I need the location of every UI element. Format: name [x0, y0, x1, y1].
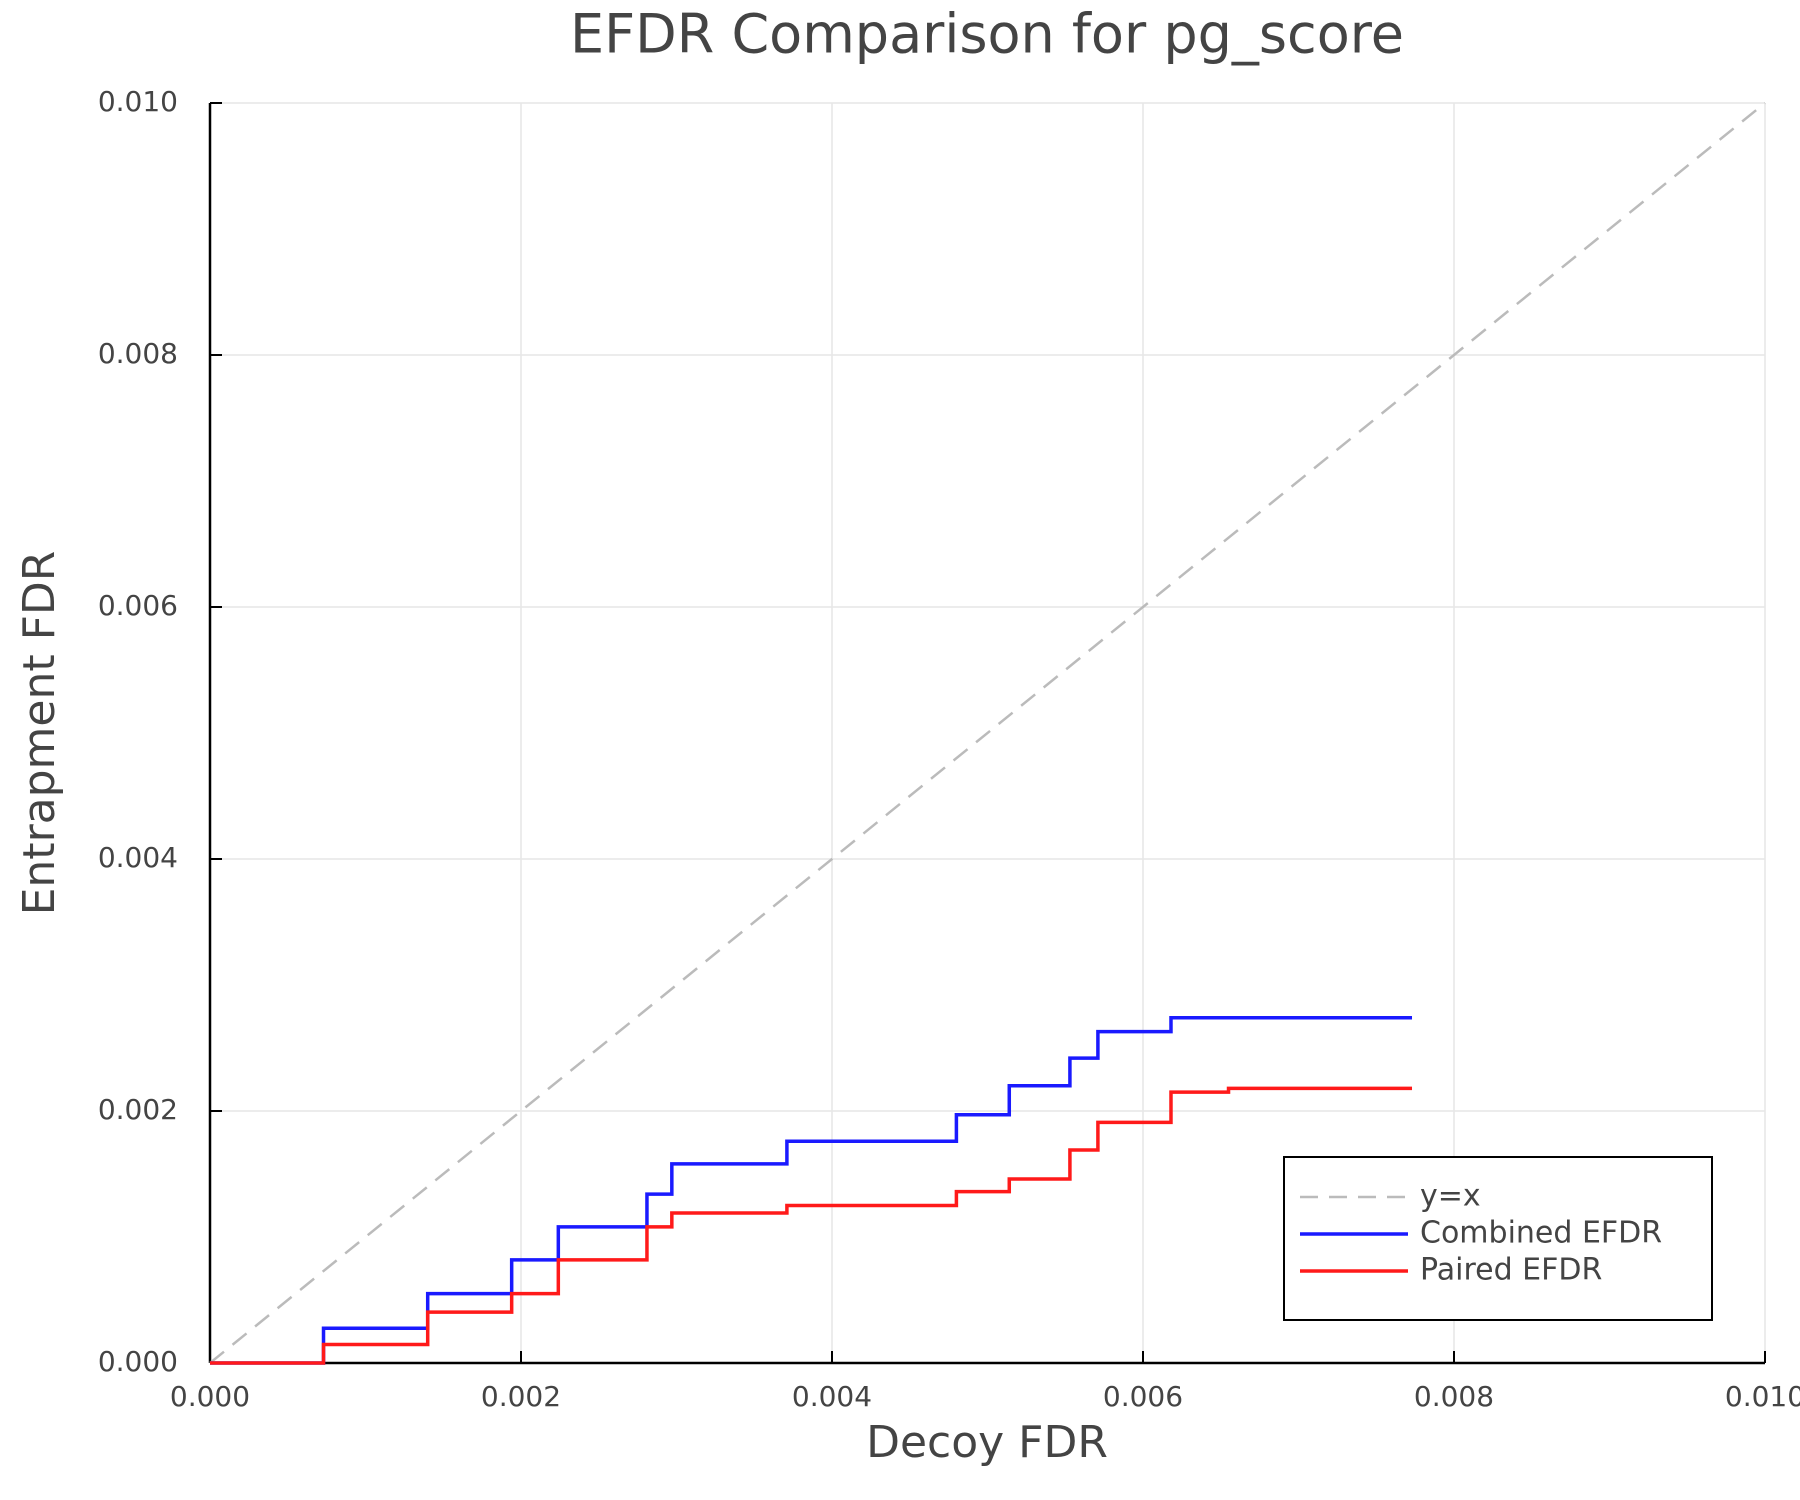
legend-label: y=x [1420, 1179, 1481, 1214]
x-tick-label: 0.008 [1414, 1380, 1494, 1413]
y-tick-label: 0.010 [98, 85, 178, 118]
x-tick-label: 0.006 [1103, 1380, 1183, 1413]
chart-title: EFDR Comparison for pg_score [570, 3, 1404, 66]
series-line [209, 102, 1766, 1364]
x-axis-label: Decoy FDR [866, 1417, 1108, 1468]
x-tick-label: 0.010 [1725, 1380, 1800, 1413]
y-tick-label: 0.002 [98, 1093, 178, 1126]
x-tick-label: 0.000 [170, 1380, 250, 1413]
x-tick-label: 0.002 [481, 1380, 561, 1413]
series-line [210, 1086, 1413, 1365]
legend-label: Paired EFDR [1420, 1253, 1602, 1288]
x-tick-label: 0.004 [792, 1380, 872, 1413]
y-tick-label: 0.008 [98, 337, 178, 370]
y-tick-label: 0.006 [98, 589, 178, 622]
y-axis-label: Entrapment FDR [14, 551, 65, 916]
series-line [210, 1016, 1413, 1365]
y-tick-label: 0.000 [98, 1345, 178, 1378]
y-tick-label: 0.004 [98, 841, 178, 874]
legend-label: Combined EFDR [1420, 1216, 1662, 1251]
legend-box [1283, 1156, 1713, 1321]
